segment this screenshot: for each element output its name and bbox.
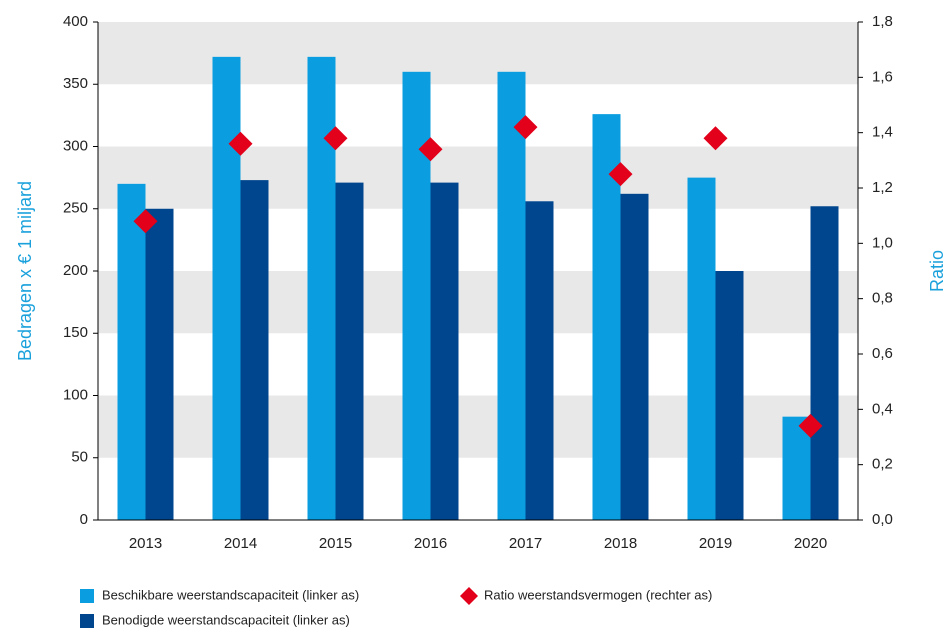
y-tick-label: 0 xyxy=(80,511,88,528)
marker xyxy=(418,137,443,162)
legend-marker xyxy=(460,587,478,605)
y2-tick-label: 1,4 xyxy=(872,124,893,141)
marker xyxy=(228,131,253,156)
bar xyxy=(117,183,146,520)
bar xyxy=(402,71,431,521)
y-tick-label: 100 xyxy=(63,386,88,403)
grid-band xyxy=(98,22,858,85)
bar xyxy=(497,71,526,521)
bar xyxy=(715,271,744,520)
bar xyxy=(335,182,364,521)
y-tick-label: 150 xyxy=(63,324,88,341)
bar xyxy=(145,208,174,520)
marker xyxy=(323,126,348,151)
y2-tick-label: 0,2 xyxy=(872,456,893,473)
bar xyxy=(430,182,459,521)
legend-label: Ratio weerstandsvermogen (rechter as) xyxy=(484,587,712,602)
bar xyxy=(810,206,839,520)
bar xyxy=(592,114,621,520)
y2-tick-label: 1,0 xyxy=(872,234,893,251)
x-tick-label: 2016 xyxy=(414,535,447,552)
bar xyxy=(687,177,716,520)
y-tick-label: 350 xyxy=(63,75,88,92)
bar xyxy=(525,201,554,520)
marker xyxy=(798,413,823,438)
marker xyxy=(703,126,728,151)
x-tick-label: 2014 xyxy=(224,535,257,552)
legend-label: Benodigde weerstandscapaciteit (linker a… xyxy=(102,612,350,627)
y2-tick-label: 1,6 xyxy=(872,68,893,85)
y-axis-title: Bedragen x € 1 miljard xyxy=(15,181,35,361)
grid-band xyxy=(98,271,858,334)
x-tick-label: 2018 xyxy=(604,535,637,552)
marker xyxy=(513,115,538,140)
bar xyxy=(212,56,241,521)
y-tick-label: 200 xyxy=(63,262,88,279)
y-tick-label: 250 xyxy=(63,200,88,217)
x-tick-label: 2013 xyxy=(129,535,162,552)
y-tick-label: 50 xyxy=(71,449,88,466)
y2-tick-label: 0,0 xyxy=(872,511,893,528)
x-tick-label: 2015 xyxy=(319,535,352,552)
legend-swatch xyxy=(80,589,94,603)
x-tick-label: 2017 xyxy=(509,535,542,552)
marker xyxy=(133,209,158,234)
bar xyxy=(240,180,269,521)
bar xyxy=(782,416,811,520)
x-tick-label: 2019 xyxy=(699,535,732,552)
bar xyxy=(307,56,336,521)
bar xyxy=(620,193,649,520)
grid-band xyxy=(98,395,858,458)
y-tick-label: 400 xyxy=(63,13,88,30)
legend-label: Beschikbare weerstandscapaciteit (linker… xyxy=(102,587,359,602)
y-tick-label: 300 xyxy=(63,137,88,154)
y2-tick-label: 0,4 xyxy=(872,400,893,417)
legend-swatch xyxy=(80,614,94,628)
y2-tick-label: 1,8 xyxy=(872,13,893,30)
marker xyxy=(608,162,633,187)
grid-band xyxy=(98,146,858,209)
y2-axis-title: Ratio xyxy=(927,250,947,292)
y2-tick-label: 1,2 xyxy=(872,179,893,196)
y2-tick-label: 0,6 xyxy=(872,345,893,362)
y2-tick-label: 0,8 xyxy=(872,290,893,307)
x-tick-label: 2020 xyxy=(794,535,827,552)
